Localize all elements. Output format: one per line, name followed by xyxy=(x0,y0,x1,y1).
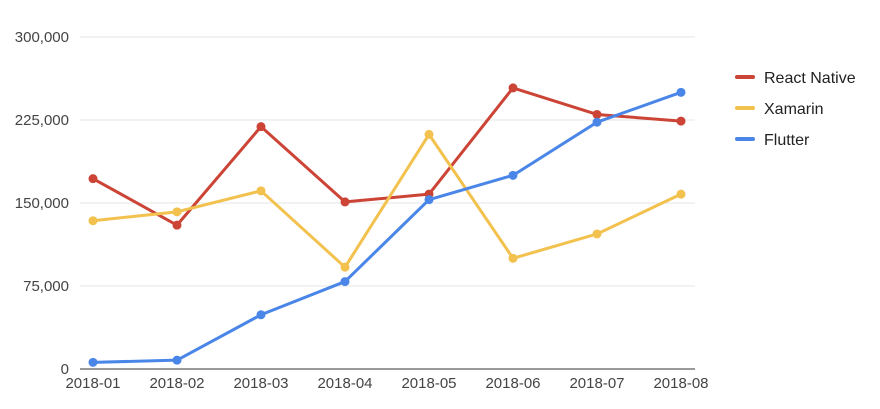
data-point xyxy=(88,216,98,226)
data-point xyxy=(256,186,266,196)
data-point xyxy=(256,122,266,132)
series-flutter xyxy=(88,87,686,367)
data-point xyxy=(424,195,434,205)
data-point xyxy=(676,189,686,199)
x-axis: 2018-01 2018-02 2018-03 2018-04 2018-05 2018-… xyxy=(65,368,709,392)
legend-label: Flutter xyxy=(764,132,810,149)
series-layer xyxy=(88,83,686,367)
series-line xyxy=(91,86,683,227)
data-point xyxy=(508,83,518,93)
data-point xyxy=(592,117,602,127)
x-tick-label: 2018-05 xyxy=(401,375,456,392)
y-tick-label: 300,000 xyxy=(15,29,69,46)
y-tick-label: 0 xyxy=(61,361,69,378)
legend-label: Xamarin xyxy=(764,101,824,118)
legend-item: Xamarin xyxy=(735,101,824,118)
data-point xyxy=(172,355,182,365)
series-line xyxy=(91,90,683,364)
data-point xyxy=(508,253,518,263)
x-tick-label: 2018-04 xyxy=(317,375,372,392)
x-tick-label: 2018-01 xyxy=(65,375,120,392)
y-tick-label: 75,000 xyxy=(23,278,69,295)
series-xamarin xyxy=(88,129,686,272)
legend-label: React Native xyxy=(764,70,856,87)
data-point xyxy=(592,229,602,239)
data-point xyxy=(256,310,266,320)
data-point xyxy=(88,357,98,367)
grid-layer xyxy=(80,36,695,287)
y-tick-label: 150,000 xyxy=(15,195,69,212)
data-point xyxy=(88,174,98,184)
y-tick-label: 225,000 xyxy=(15,112,69,129)
data-point xyxy=(676,116,686,126)
data-point xyxy=(340,277,350,287)
data-point xyxy=(172,207,182,217)
data-point xyxy=(592,109,602,119)
data-point xyxy=(340,197,350,207)
legend-item: Flutter xyxy=(735,132,810,149)
x-tick-label: 2018-03 xyxy=(233,375,288,392)
data-point xyxy=(424,129,434,139)
x-tick-label: 2018-02 xyxy=(149,375,204,392)
legend-item: React Native xyxy=(735,70,856,87)
x-tick-label: 2018-06 xyxy=(485,375,540,392)
data-point xyxy=(508,170,518,180)
series-line xyxy=(91,132,683,269)
x-tick-label: 2018-08 xyxy=(653,375,708,392)
data-point xyxy=(340,262,350,272)
data-point xyxy=(172,220,182,230)
data-point xyxy=(676,87,686,97)
x-tick-label: 2018-07 xyxy=(569,375,624,392)
y-axis: 0 75,000 150,000 225,000 300,000 xyxy=(15,29,69,378)
legend: React Native Xamarin Flutter xyxy=(735,70,856,149)
